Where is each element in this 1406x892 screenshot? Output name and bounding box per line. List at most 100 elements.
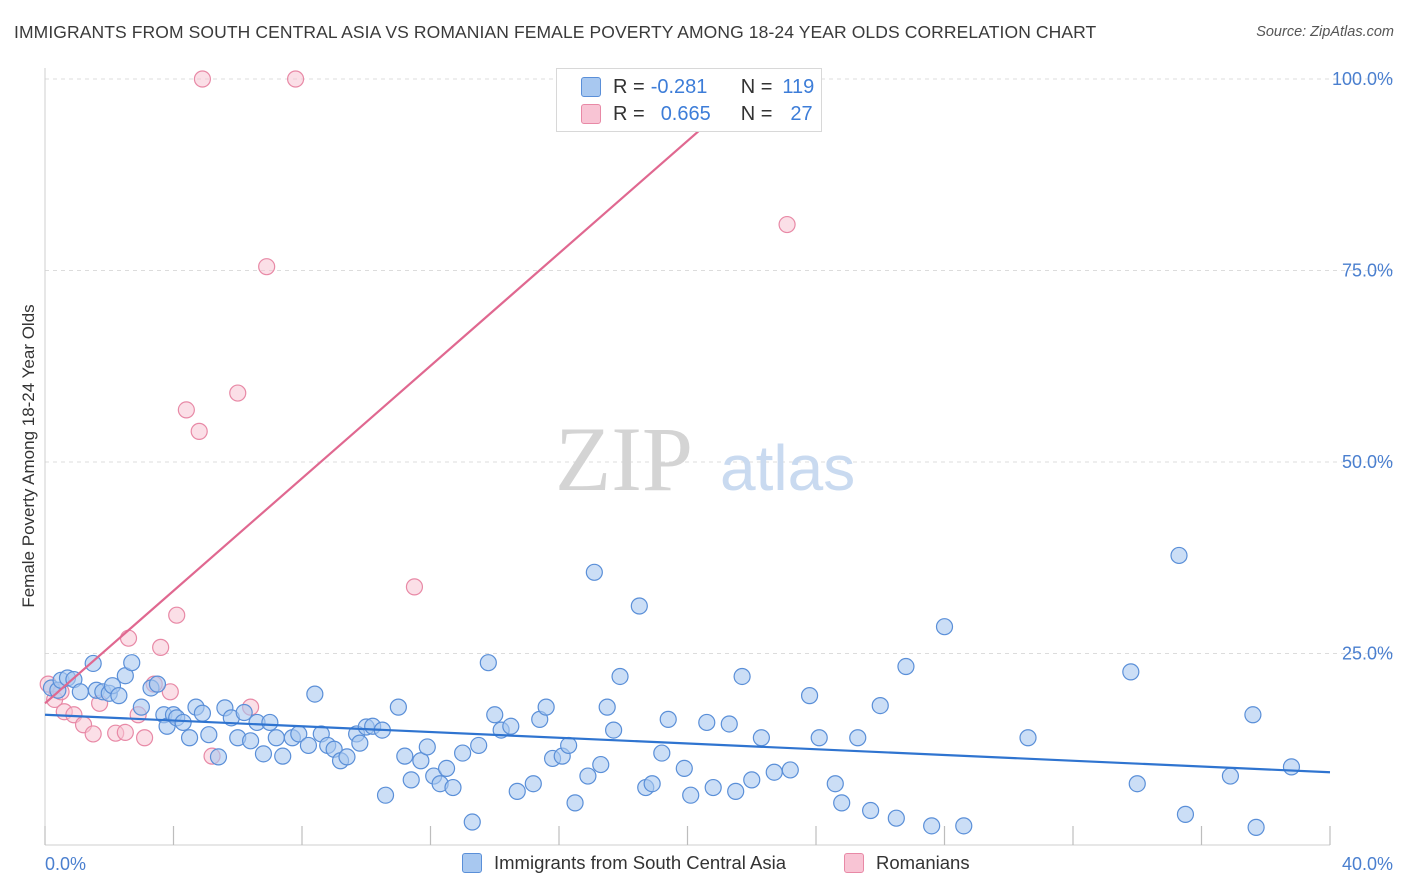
data-point-south-central-asia bbox=[132, 698, 150, 716]
data-point-south-central-asia bbox=[560, 736, 578, 755]
legend-r-label: R = bbox=[613, 102, 645, 125]
data-point-romanians bbox=[258, 258, 276, 276]
watermark: ZIP atlas bbox=[555, 408, 855, 510]
trend-line-south-central-asia bbox=[44, 713, 1331, 774]
data-point-south-central-asia bbox=[833, 794, 851, 812]
data-point-south-central-asia bbox=[643, 775, 661, 793]
data-point-south-central-asia bbox=[242, 732, 260, 750]
legend-row-series2: R = 0.665 N = 27 bbox=[581, 102, 813, 126]
legend-r-value: 0.665 bbox=[660, 102, 711, 125]
data-point-south-central-asia bbox=[444, 778, 462, 797]
data-point-south-central-asia bbox=[486, 706, 504, 724]
data-point-south-central-asia bbox=[376, 786, 395, 804]
data-point-south-central-asia bbox=[1244, 706, 1262, 724]
data-point-south-central-asia bbox=[110, 687, 128, 705]
data-point-south-central-asia bbox=[508, 782, 526, 800]
data-point-south-central-asia bbox=[418, 738, 436, 756]
data-point-south-central-asia bbox=[1128, 775, 1146, 793]
data-point-romanians bbox=[229, 384, 247, 402]
data-point-romanians bbox=[177, 401, 195, 419]
data-point-south-central-asia bbox=[479, 654, 497, 672]
data-point-south-central-asia bbox=[733, 667, 751, 686]
legend-r-label: R = bbox=[613, 75, 645, 98]
data-point-south-central-asia bbox=[862, 801, 880, 820]
bottom-legend-series1: Immigrants from South Central Asia bbox=[462, 852, 786, 874]
data-point-south-central-asia bbox=[454, 744, 472, 762]
bottom-legend-label: Romanians bbox=[876, 852, 970, 873]
data-point-south-central-asia bbox=[682, 786, 700, 804]
data-point-south-central-asia bbox=[720, 715, 738, 733]
data-point-south-central-asia bbox=[765, 763, 783, 781]
data-point-south-central-asia bbox=[611, 667, 629, 686]
data-point-south-central-asia bbox=[200, 726, 218, 744]
data-point-romanians bbox=[116, 723, 134, 741]
data-point-south-central-asia bbox=[752, 729, 770, 747]
data-point-south-central-asia bbox=[923, 817, 941, 835]
data-point-south-central-asia bbox=[463, 813, 481, 831]
legend: R = -0.281 N = 119 R = 0.665 N = 27 bbox=[556, 68, 822, 132]
data-point-south-central-asia bbox=[698, 713, 716, 732]
y-tick-label: 100.0% bbox=[1332, 69, 1393, 89]
data-point-romanians bbox=[168, 606, 186, 624]
legend-n-value: 119 bbox=[782, 75, 815, 98]
data-point-south-central-asia bbox=[306, 685, 324, 703]
data-point-south-central-asia bbox=[396, 747, 414, 765]
data-point-romanians bbox=[405, 578, 424, 596]
data-point-south-central-asia bbox=[598, 698, 616, 716]
legend-n-label: N = bbox=[740, 102, 773, 125]
data-point-south-central-asia bbox=[267, 729, 285, 747]
data-point-south-central-asia bbox=[800, 687, 819, 705]
watermark-atlas: atlas bbox=[720, 432, 855, 504]
data-point-south-central-asia bbox=[1170, 546, 1188, 565]
data-point-south-central-asia bbox=[1176, 805, 1195, 823]
data-point-south-central-asia bbox=[743, 771, 761, 789]
legend-row-series1: R = -0.281 N = 119 bbox=[581, 75, 814, 99]
y-tick-label: 50.0% bbox=[1342, 452, 1393, 472]
tick-labels: 25.0% 50.0% 75.0% 100.0% 0.0% 40.0% bbox=[45, 69, 1393, 874]
bottom-legend-label: Immigrants from South Central Asia bbox=[494, 852, 786, 873]
data-point-south-central-asia bbox=[955, 817, 973, 835]
data-point-romanians bbox=[161, 683, 179, 701]
data-point-romanians bbox=[119, 629, 138, 647]
data-point-south-central-asia bbox=[537, 698, 555, 716]
legend-swatch-pink bbox=[581, 104, 601, 124]
data-point-south-central-asia bbox=[148, 675, 167, 693]
legend-r-value: -0.281 bbox=[650, 75, 708, 98]
legend-n-value: 27 bbox=[790, 102, 813, 125]
data-point-south-central-asia bbox=[274, 747, 292, 765]
y-tick-label: 75.0% bbox=[1342, 261, 1393, 281]
data-point-south-central-asia bbox=[299, 736, 318, 755]
chart-title: IMMIGRANTS FROM SOUTH CENTRAL ASIA VS RO… bbox=[14, 22, 1097, 42]
watermark-zip: ZIP bbox=[555, 408, 693, 510]
data-point-romanians bbox=[152, 638, 170, 656]
legend-swatch-blue bbox=[581, 77, 601, 97]
grid-lines bbox=[45, 78, 1395, 654]
data-point-south-central-asia bbox=[592, 755, 610, 774]
data-point-romanians bbox=[135, 729, 154, 747]
trend-line-romanians bbox=[44, 78, 759, 705]
data-point-south-central-asia bbox=[1019, 729, 1037, 747]
data-point-romanians bbox=[84, 725, 102, 743]
data-point-south-central-asia bbox=[338, 748, 356, 766]
data-point-south-central-asia bbox=[887, 809, 905, 827]
data-point-south-central-asia bbox=[653, 744, 671, 762]
data-point-south-central-asia bbox=[71, 683, 89, 701]
data-point-south-central-asia bbox=[84, 654, 102, 673]
source-credit: Source: ZipAtlas.com bbox=[1256, 24, 1394, 40]
data-point-south-central-asia bbox=[579, 767, 597, 785]
data-point-south-central-asia bbox=[470, 736, 488, 755]
bottom-legend-swatch-blue bbox=[462, 853, 482, 873]
data-point-south-central-asia bbox=[389, 698, 407, 716]
data-point-south-central-asia bbox=[235, 703, 253, 722]
data-point-south-central-asia bbox=[826, 775, 844, 793]
data-point-romanians bbox=[778, 215, 796, 234]
data-point-south-central-asia bbox=[261, 713, 279, 732]
data-point-south-central-asia bbox=[254, 745, 273, 763]
data-point-south-central-asia bbox=[781, 761, 799, 779]
data-point-south-central-asia bbox=[897, 657, 915, 676]
data-point-south-central-asia bbox=[1247, 818, 1265, 836]
y-axis-title: Female Poverty Among 18-24 Year Olds bbox=[19, 304, 38, 607]
data-point-south-central-asia bbox=[524, 775, 542, 793]
y-tick-label: 25.0% bbox=[1342, 644, 1393, 664]
